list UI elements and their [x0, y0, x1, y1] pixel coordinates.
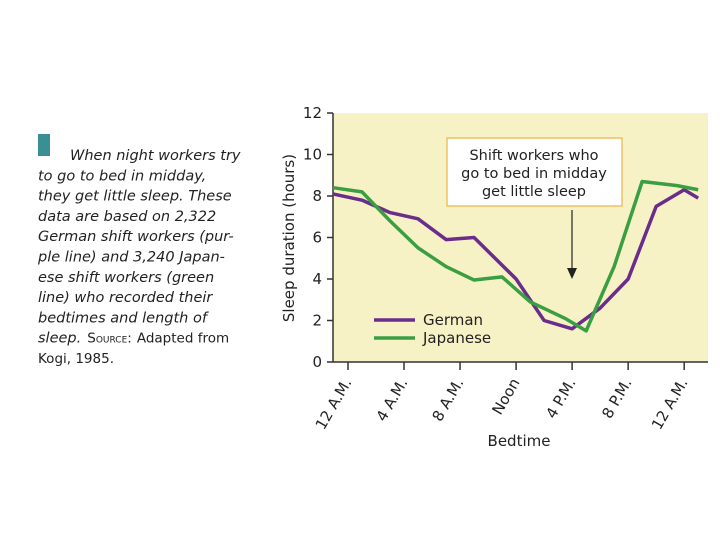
caption-line: line) who recorded their [38, 290, 213, 306]
caption-text: they get little sleep. These [38, 189, 232, 205]
legend-label: German [423, 311, 483, 329]
y-tick-label: 2 [312, 312, 322, 330]
annotation-text: Shift workers who [469, 148, 598, 164]
x-axis-label: Bedtime [488, 432, 551, 450]
caption-text: German shift workers (pur- [38, 229, 234, 245]
caption-text: data are based on 2,322 [38, 209, 216, 225]
caption-line: ple line) and 3,240 Japan- [37, 250, 225, 266]
caption-line: they get little sleep. These [38, 189, 232, 205]
y-tick-label: 10 [303, 146, 322, 164]
caption-text: When night workers try [70, 148, 241, 164]
caption-text: bedtimes and length of [38, 310, 209, 326]
legend-label: Japanese [422, 329, 491, 347]
annotation-arrowhead [567, 268, 577, 279]
x-tick-label: 8 P.M. [598, 375, 635, 422]
line-series [332, 179, 699, 333]
caption: When night workers try to go to bed in mi… [37, 148, 241, 367]
x-tick-label: 8 A.M. [429, 375, 468, 425]
x-tick-label: 4 A.M. [372, 375, 411, 425]
x-tick-label: 12 A.M. [312, 375, 356, 433]
caption-line: to go to bed in midday, [38, 168, 206, 184]
caption-line: German shift workers (pur- [38, 229, 234, 245]
caption-line: data are based on 2,322 [38, 209, 216, 225]
y-axis-label: Sleep duration (hours) [280, 154, 298, 322]
caption-line: bedtimes and length of [38, 310, 209, 326]
caption-icon [38, 134, 50, 156]
y-tick-label: 0 [312, 353, 322, 371]
caption-text: ese shift workers (green [38, 270, 214, 286]
y-tick-label: 12 [303, 104, 322, 122]
x-tick-label: 12 A.M. [648, 375, 692, 433]
x-tick-label: 4 P.M. [542, 375, 579, 422]
caption-line: When night workers try [70, 148, 241, 164]
annotation-text: get little sleep [482, 184, 586, 200]
source-text: Kogi, 1985. [38, 351, 114, 367]
y-tick-label: 8 [312, 187, 322, 205]
caption-text: sleep. [38, 331, 81, 347]
caption-line: sleep. Source: Adapted from [38, 331, 229, 347]
annotation-text: go to bed in midday [461, 166, 607, 182]
caption-text: line) who recorded their [38, 290, 213, 306]
source-label: Source: [87, 331, 132, 347]
caption-text: ple line) and 3,240 Japan- [37, 250, 225, 266]
y-tick-label: 6 [312, 229, 322, 247]
y-tick-label: 4 [312, 270, 322, 288]
x-tick-label: Noon [488, 375, 523, 418]
caption-text: to go to bed in midday, [38, 168, 206, 184]
annotation-box [446, 137, 623, 207]
caption-line: ese shift workers (green [38, 270, 214, 286]
source-text: Adapted from [137, 331, 229, 347]
